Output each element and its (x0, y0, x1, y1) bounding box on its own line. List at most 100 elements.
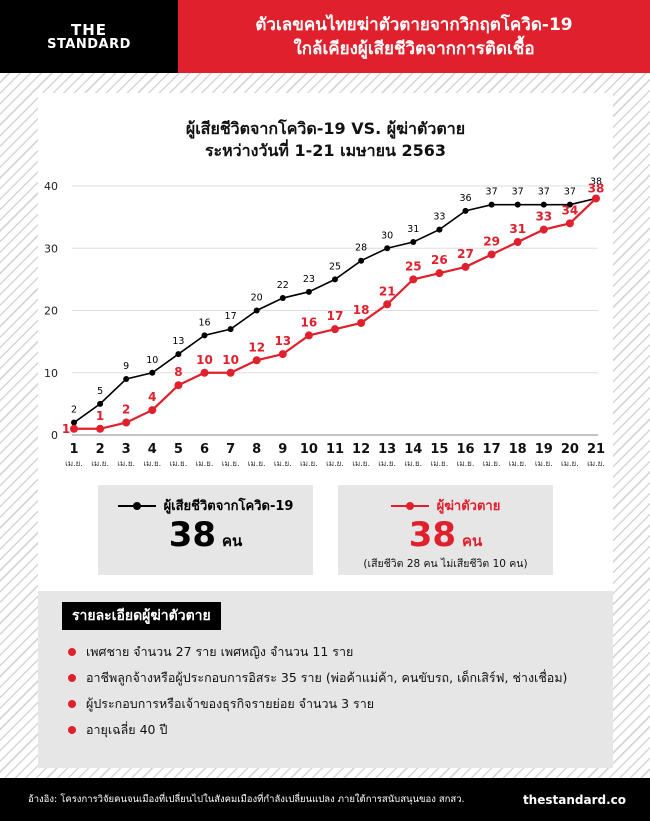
suicide-data-point (409, 275, 418, 284)
covid-data-point (332, 276, 338, 283)
suicide-data-label: 17 (327, 309, 344, 323)
x-tick-label: 12 (352, 442, 370, 457)
covid-data-label: 17 (225, 311, 237, 322)
x-tick-label: 19 (535, 442, 553, 457)
x-tick-label: 7 (226, 442, 235, 457)
x-tick-unit: เม.ย. (352, 459, 370, 468)
suicide-data-label: 26 (431, 253, 448, 267)
x-tick-unit: เม.ย. (509, 459, 527, 468)
list-item: อาชีพลูกจ้างหรือผู้ประกอบการอิสระ 35 ราย… (68, 665, 567, 691)
suicide-data-label: 2 (122, 403, 130, 417)
footer-site-link[interactable]: thestandard.co (522, 792, 626, 807)
detail-text: ผู้ประกอบการหรือเจ้าของธุรกิจรายย่อย จำน… (86, 696, 375, 711)
y-tick-label: 30 (44, 242, 58, 255)
suicide-legend-marker (390, 500, 429, 512)
x-tick-unit: เม.ย. (117, 459, 135, 468)
covid-data-label: 33 (433, 212, 445, 223)
covid-data-point (305, 288, 312, 295)
suicide-data-label: 13 (274, 334, 291, 348)
suicide-data-label: 12 (248, 340, 265, 354)
details-list: เพศชาย จำนวน 27 ราย เพศหญิง จำนวน 11 ราย… (68, 639, 567, 743)
x-tick-unit: เม.ย. (587, 459, 605, 468)
covid-data-point (410, 239, 417, 246)
suicide-data-point (383, 300, 392, 309)
suicide-data-label: 25 (405, 259, 422, 273)
covid-data-point (253, 307, 260, 314)
list-item: เพศชาย จำนวน 27 ราย เพศหญิง จำนวน 11 ราย (68, 639, 567, 665)
bullet-icon (68, 700, 76, 708)
suicide-data-point (331, 325, 339, 334)
suicide-data-point (96, 424, 105, 433)
x-tick-unit: เม.ย. (143, 459, 161, 468)
suicide-data-label: 1 (96, 409, 104, 423)
logo-line-1: THE (70, 20, 108, 39)
covid-data-label: 20 (251, 293, 263, 304)
x-tick-label: 11 (326, 442, 344, 457)
x-tick-label: 17 (483, 442, 501, 457)
x-tick-unit: เม.ย. (196, 459, 214, 468)
x-tick-label: 8 (252, 442, 261, 457)
suicide-data-label: 21 (379, 284, 396, 298)
x-tick-unit: เม.ย. (91, 459, 109, 468)
covid-data-label: 37 (564, 187, 576, 198)
x-tick-label: 10 (300, 442, 318, 457)
footer: อ้างอิง: โครงการวิจัยคนจนเมืองที่เปลี่ยน… (0, 778, 650, 821)
suicide-data-point (200, 368, 209, 377)
covid-data-point (358, 257, 365, 264)
covid-data-label: 5 (97, 386, 103, 397)
suicide-legend-label: ผู้ฆ่าตัวตาย (436, 499, 501, 514)
covid-data-label: 37 (538, 187, 550, 198)
x-tick-label: 13 (378, 442, 396, 457)
logo-line-2: STANDARD (47, 36, 131, 52)
suicide-data-point (148, 406, 157, 415)
y-tick-label: 0 (51, 429, 58, 442)
x-tick-unit: เม.ย. (248, 459, 266, 468)
suicide-data-point (304, 331, 313, 340)
suicide-data-label: 29 (483, 234, 500, 248)
covid-stat-box: ผู้เสียชีวิตจากโควิด-19 38 คน (98, 485, 313, 575)
suicide-data-point (565, 219, 574, 228)
x-tick-unit: เม.ย. (300, 459, 318, 468)
header: THE STANDARD ตัวเลขคนไทยฆ่าตัวตายจากวิกฤ… (0, 0, 650, 73)
covid-data-label: 37 (512, 187, 524, 198)
suicide-data-label: 8 (174, 365, 182, 379)
suicide-stat-box: ผู้ฆ่าตัวตาย 38 คน (เสียชีวิต 28 คน ไม่เ… (338, 485, 553, 575)
covid-data-label: 38 (590, 176, 602, 187)
covid-data-point (201, 332, 208, 339)
covid-data-point (227, 326, 234, 333)
covid-count: 38 (168, 515, 217, 555)
line-chart: 0 10 20 30 40 1 เม.ย. 2 เม.ย. 3 เม.ย. 4 เม.ย. 5 เม.ย. 6… (44, 176, 605, 468)
covid-data-label: 23 (303, 274, 315, 285)
footer-source: อ้างอิง: โครงการวิจัยคนจนเมืองที่เปลี่ยน… (28, 794, 465, 805)
suicide-data-label: 4 (148, 390, 156, 404)
headline-line-2: ใกล้เคียงผู้เสียชีวิตจากการติดเชื้อ (293, 38, 535, 59)
x-tick-label: 18 (509, 442, 527, 457)
suicide-data-point (357, 318, 366, 327)
y-tick-label: 20 (44, 305, 58, 318)
suicide-legend: ผู้ฆ่าตัวตาย (338, 495, 553, 516)
bullet-icon (68, 674, 76, 682)
x-tick-label: 5 (174, 442, 183, 457)
bullet-icon (68, 648, 76, 656)
suicide-data-label: 34 (562, 203, 579, 217)
brand-logo: THE STANDARD (0, 0, 178, 73)
covid-data-point (514, 201, 521, 208)
x-tick-label: 20 (561, 442, 579, 457)
chart-title-line-2: ระหว่างวันที่ 1-21 เมษายน 2563 (204, 141, 447, 160)
suicide-data-point (252, 356, 261, 365)
detail-text: เพศชาย จำนวน 27 ราย เพศหญิง จำนวน 11 ราย (86, 644, 354, 659)
suicide-data-point (513, 238, 522, 247)
covid-count-unit: คน (222, 532, 243, 550)
covid-data-point (540, 201, 547, 208)
x-tick-unit: เม.ย. (65, 459, 83, 468)
x-tick-unit: เม.ย. (535, 459, 553, 468)
covid-data-label: 25 (329, 261, 341, 272)
x-tick-unit: เม.ย. (170, 459, 188, 468)
x-tick-unit: เม.ย. (222, 459, 240, 468)
covid-data-point (384, 245, 391, 252)
suicide-data-point (539, 225, 548, 234)
y-tick-label: 40 (44, 180, 58, 193)
suicide-data-label: 10 (196, 353, 213, 367)
covid-data-label: 2 (71, 405, 77, 416)
suicide-data-point (435, 269, 444, 278)
